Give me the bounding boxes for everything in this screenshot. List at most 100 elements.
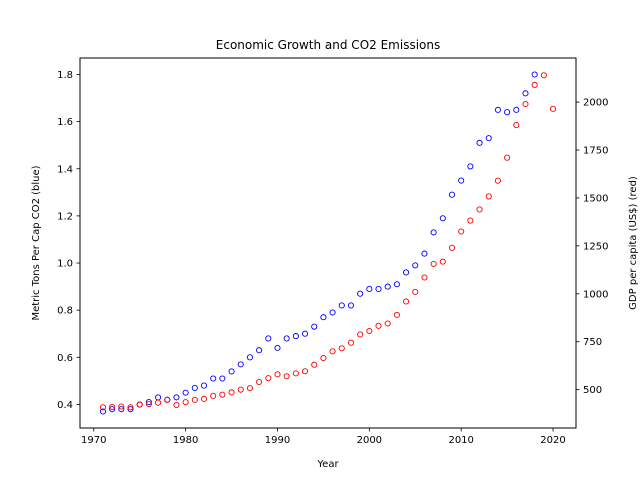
y-left-tick-label: 0.8: [57, 306, 73, 317]
gdp-point: [393, 311, 400, 318]
co2-point: [210, 375, 217, 382]
gdp-point: [366, 327, 373, 335]
gdp-point: [522, 100, 529, 108]
co2-point: [256, 347, 263, 354]
co2-point: [274, 344, 281, 351]
co2-point: [109, 406, 116, 413]
gdp-point: [467, 217, 474, 224]
gdp-point: [311, 361, 318, 368]
co2-point: [219, 375, 226, 382]
y-right-tick-label: 750: [583, 337, 602, 348]
gdp-point: [531, 81, 538, 88]
gdp-point: [145, 400, 152, 408]
gdp-point: [292, 370, 299, 377]
co2-point: [476, 139, 483, 146]
co2-point: [173, 394, 180, 401]
co2-point: [494, 106, 501, 113]
gdp-point: [136, 401, 143, 408]
gdp-point: [412, 288, 419, 295]
x-tick-label: 1970: [81, 435, 106, 446]
gdp-point: [320, 354, 327, 362]
gdp-point: [329, 348, 336, 355]
gdp-point: [265, 375, 272, 382]
gdp-point: [504, 154, 511, 161]
co2-point: [430, 229, 437, 236]
gdp-point: [494, 177, 501, 184]
y-left-tick-label: 1.8: [57, 70, 73, 81]
co2-point: [375, 285, 382, 293]
gdp-point: [99, 404, 107, 411]
co2-point: [301, 330, 309, 337]
gdp-point: [476, 206, 483, 213]
gdp-point: [127, 404, 134, 411]
x-tick-label: 2010: [448, 435, 473, 446]
co2-point: [320, 314, 327, 321]
y-right-tick-label: 1000: [583, 289, 608, 300]
co2-point: [127, 406, 134, 413]
gdp-point: [357, 331, 364, 338]
y-right-tick-label: 1750: [583, 146, 608, 157]
co2-point: [237, 361, 244, 368]
y-left-tick-label: 1.4: [57, 164, 73, 175]
y-right-tick-label: 1500: [583, 193, 608, 204]
co2-point: [145, 399, 152, 406]
x-axis: 1970 1980 1990 2000 2010 2020: [81, 428, 566, 446]
gdp-point: [338, 345, 345, 352]
gdp-point: [200, 395, 208, 402]
gdp-point: [274, 371, 281, 378]
co2-point: [421, 250, 428, 257]
gdp-point: [549, 105, 557, 112]
co2-point: [366, 285, 373, 293]
gdp-point: [439, 258, 446, 265]
co2-point: [99, 408, 107, 415]
co2-point: [403, 269, 410, 276]
gdp-point: [458, 228, 465, 235]
gdp-point: [228, 389, 235, 396]
co2-point: [467, 163, 474, 170]
gdp-point: [283, 373, 290, 380]
co2-point: [458, 177, 465, 184]
co2-point: [485, 135, 492, 142]
y-right-tick-label: 2000: [583, 98, 608, 109]
gdp-point: [403, 298, 410, 305]
co2-point: [329, 309, 336, 316]
gdp-point: [513, 122, 520, 129]
gdp-point: [485, 193, 492, 200]
co2-point: [448, 191, 456, 198]
gdp-point: [448, 244, 456, 251]
y-right-tick-label: 500: [583, 385, 602, 396]
co2-point: [265, 335, 272, 342]
co2-point: [384, 283, 391, 290]
co2-point: [311, 323, 318, 330]
x-tick-label: 2000: [357, 435, 382, 446]
gdp-point: [182, 399, 189, 406]
y-left-tick-label: 0.6: [57, 353, 73, 364]
gdp-point: [109, 403, 116, 410]
plot-frame: [79, 57, 577, 429]
co2-point: [393, 281, 400, 288]
y-left-tick-label: 0.4: [57, 400, 73, 411]
co2-point: [412, 262, 419, 269]
gdp-point: [347, 339, 355, 346]
y-axis-left-title: Metric Tons Per Cap CO2 (blue): [31, 165, 42, 320]
gdp-point: [540, 72, 547, 79]
gdp-point: [421, 274, 428, 281]
co2-point: [347, 302, 355, 309]
gdp-point: [191, 396, 198, 403]
y-axis-left: 0.4 0.6 0.8 1.0 1.2 1.4 1.6 1.8: [57, 70, 80, 411]
y-right-tick-label: 1250: [583, 241, 608, 252]
gdp-point: [256, 378, 263, 386]
co2-point: [118, 406, 125, 413]
co2-point: [292, 333, 299, 340]
co2-point: [504, 109, 511, 116]
gdp-point: [164, 396, 171, 403]
y-left-tick-label: 1.2: [57, 211, 73, 222]
y-axis-right-title: GDP per capita (US$) (red): [628, 176, 639, 310]
gdp-point: [246, 385, 253, 392]
co2-point: [182, 389, 189, 396]
co2-point: [283, 335, 290, 342]
gdp-point: [210, 392, 217, 399]
x-axis-title: Year: [316, 459, 339, 470]
co2-point: [191, 384, 198, 391]
